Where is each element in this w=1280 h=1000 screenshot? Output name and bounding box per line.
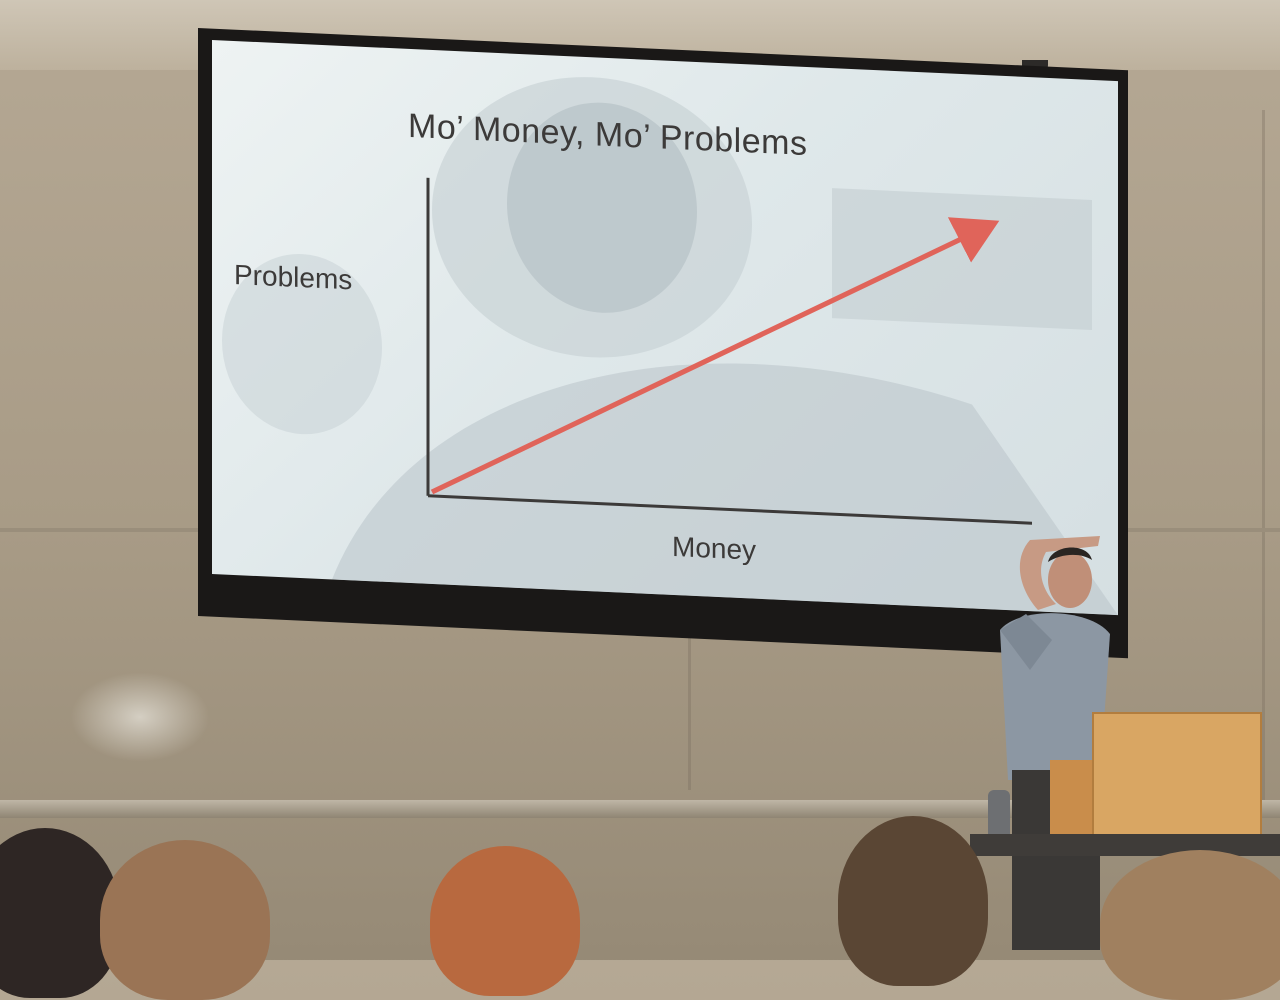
audience-member-head (430, 846, 580, 996)
projected-slide: Mo’ Money, Mo’ Problems Problems Money (212, 40, 1118, 616)
audience-member-head (1100, 850, 1280, 1000)
slide-chart (426, 177, 1032, 525)
podium (1092, 712, 1262, 846)
audience-member-head (100, 840, 270, 1000)
wall-seam (688, 620, 691, 790)
lecture-desk (970, 834, 1280, 856)
wall-seam (1262, 110, 1265, 800)
x-axis-label: Money (672, 530, 757, 566)
whiteboard-tray (0, 800, 1280, 818)
trend-arrow (430, 217, 1000, 495)
audience-member-head (838, 816, 988, 986)
y-axis-label: Problems (234, 258, 353, 296)
light-glare (70, 672, 210, 762)
water-bottle (988, 790, 1010, 842)
x-axis (428, 494, 1032, 525)
